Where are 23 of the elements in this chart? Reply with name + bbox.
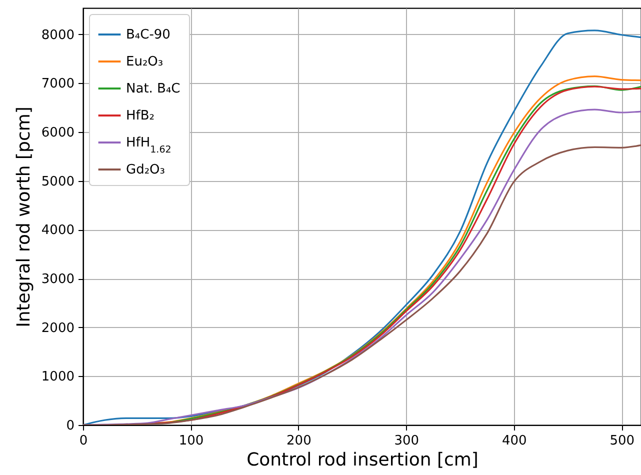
x-tick-label: 0 bbox=[79, 434, 88, 448]
y-tick-label: 1000 bbox=[41, 370, 74, 385]
x-axis-title: Control rod insertion [cm] bbox=[246, 450, 478, 470]
x-tick-label: 500 bbox=[610, 434, 635, 448]
legend-label: HfH$_{1.62}$ bbox=[126, 136, 172, 155]
legend-label: Gd₂O₃ bbox=[126, 162, 165, 178]
legend-label: Nat. B₄C bbox=[126, 82, 180, 96]
legend-label: B₄C-90 bbox=[126, 28, 170, 42]
y-tick-label: 8000 bbox=[41, 28, 74, 43]
x-tick-label: 300 bbox=[394, 434, 420, 448]
x-tick-label: 200 bbox=[286, 434, 312, 448]
y-tick-label: 5000 bbox=[41, 174, 74, 190]
legend-label: Eu₂O₃ bbox=[126, 54, 164, 70]
y-tick-label: 4000 bbox=[41, 223, 74, 238]
y-tick-label: 7000 bbox=[41, 76, 74, 92]
legend-label: HfB₂ bbox=[126, 108, 154, 124]
x-tick-label: 100 bbox=[178, 434, 204, 448]
y-tick-label: 2000 bbox=[41, 320, 74, 336]
y-axis-title: Integral rod worth [pcm] bbox=[13, 106, 34, 328]
y-tick-label: 6000 bbox=[41, 126, 74, 141]
y-tick-label: 0 bbox=[66, 418, 74, 434]
y-tick-label: 3000 bbox=[41, 272, 74, 288]
x-tick-label: 400 bbox=[502, 434, 527, 448]
